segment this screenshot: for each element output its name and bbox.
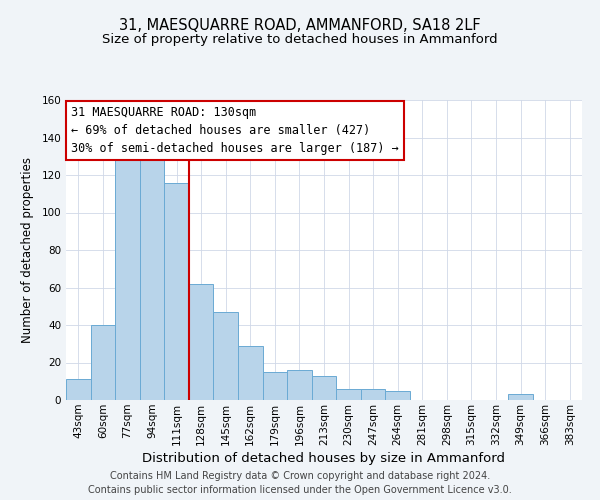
Bar [336, 389, 361, 400]
Text: Contains HM Land Registry data © Crown copyright and database right 2024.
Contai: Contains HM Land Registry data © Crown c… [88, 471, 512, 495]
Text: Size of property relative to detached houses in Ammanford: Size of property relative to detached ho… [102, 32, 498, 46]
Bar [140, 160, 164, 400]
Bar [287, 370, 312, 400]
Y-axis label: Number of detached properties: Number of detached properties [22, 157, 34, 343]
Bar [385, 390, 410, 400]
Text: 31, MAESQUARRE ROAD, AMMANFORD, SA18 2LF: 31, MAESQUARRE ROAD, AMMANFORD, SA18 2LF [119, 18, 481, 32]
Bar [263, 372, 287, 400]
Bar [66, 380, 91, 400]
Bar [189, 284, 214, 400]
X-axis label: Distribution of detached houses by size in Ammanford: Distribution of detached houses by size … [143, 452, 505, 465]
Bar [312, 376, 336, 400]
Bar [361, 389, 385, 400]
Bar [214, 312, 238, 400]
Bar [164, 182, 189, 400]
Text: 31 MAESQUARRE ROAD: 130sqm
← 69% of detached houses are smaller (427)
30% of sem: 31 MAESQUARRE ROAD: 130sqm ← 69% of deta… [71, 106, 399, 155]
Bar [508, 394, 533, 400]
Bar [91, 325, 115, 400]
Bar [238, 346, 263, 400]
Bar [115, 160, 140, 400]
